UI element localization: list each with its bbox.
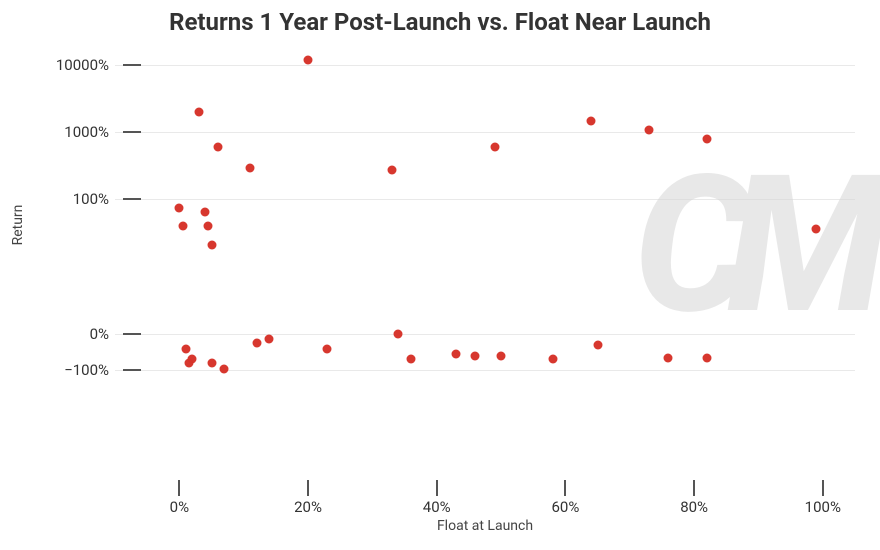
y-tick-mark	[123, 333, 141, 335]
x-tick-label: 100%	[805, 498, 841, 516]
x-tick-mark	[693, 480, 695, 496]
scatter-point	[220, 364, 229, 373]
y-tick-mark	[123, 131, 141, 133]
y-tick-label: 100%	[73, 190, 109, 208]
y-axis-label: Return	[10, 205, 26, 246]
scatter-point	[703, 353, 712, 362]
scatter-point	[490, 143, 499, 152]
scatter-point	[252, 339, 261, 348]
scatter-point	[645, 125, 654, 134]
scatter-point	[265, 335, 274, 344]
scatter-point	[394, 330, 403, 339]
scatter-point	[175, 203, 184, 212]
scatter-point	[213, 143, 222, 152]
x-tick-label: 60%	[551, 498, 579, 516]
x-tick-label: 20%	[294, 498, 322, 516]
scatter-point	[452, 350, 461, 359]
x-tick-mark	[564, 480, 566, 496]
y-gridline	[115, 334, 855, 335]
y-tick-label: 0%	[90, 325, 109, 343]
scatter-point	[812, 225, 821, 234]
scatter-point	[304, 56, 313, 65]
x-tick-label: 40%	[423, 498, 451, 516]
scatter-point	[246, 163, 255, 172]
scatter-point	[178, 221, 187, 230]
y-tick-label: 10000%	[56, 56, 109, 74]
scatter-point	[587, 116, 596, 125]
x-tick-mark	[822, 480, 824, 496]
y-tick-mark	[123, 369, 141, 371]
y-tick-mark	[123, 64, 141, 66]
scatter-point	[497, 351, 506, 360]
scatter-point	[181, 344, 190, 353]
scatter-point	[593, 340, 602, 349]
chart-container: Returns 1 Year Post-Launch vs. Float Nea…	[0, 0, 880, 550]
scatter-point	[407, 355, 416, 364]
x-axis-label: Float at Launch	[437, 518, 533, 534]
scatter-point	[471, 351, 480, 360]
scatter-point	[548, 355, 557, 364]
scatter-point	[387, 165, 396, 174]
scatter-point	[703, 134, 712, 143]
chart-title: Returns 1 Year Post-Launch vs. Float Nea…	[0, 8, 880, 36]
y-gridline	[115, 65, 855, 66]
y-gridline	[115, 199, 855, 200]
scatter-point	[664, 353, 673, 362]
y-tick-label: −100%	[64, 361, 109, 379]
scatter-point	[323, 344, 332, 353]
x-tick-label: 0%	[170, 498, 189, 516]
plot-area	[115, 50, 855, 400]
scatter-point	[194, 108, 203, 117]
y-gridline	[115, 132, 855, 133]
y-tick-mark	[123, 198, 141, 200]
scatter-point	[207, 241, 216, 250]
y-tick-label: 1000%	[64, 123, 109, 141]
scatter-point	[201, 207, 210, 216]
x-tick-mark	[436, 480, 438, 496]
x-tick-label: 80%	[680, 498, 708, 516]
x-tick-mark	[178, 480, 180, 496]
scatter-point	[204, 221, 213, 230]
x-tick-mark	[307, 480, 309, 496]
scatter-point	[188, 355, 197, 364]
scatter-point	[207, 359, 216, 368]
